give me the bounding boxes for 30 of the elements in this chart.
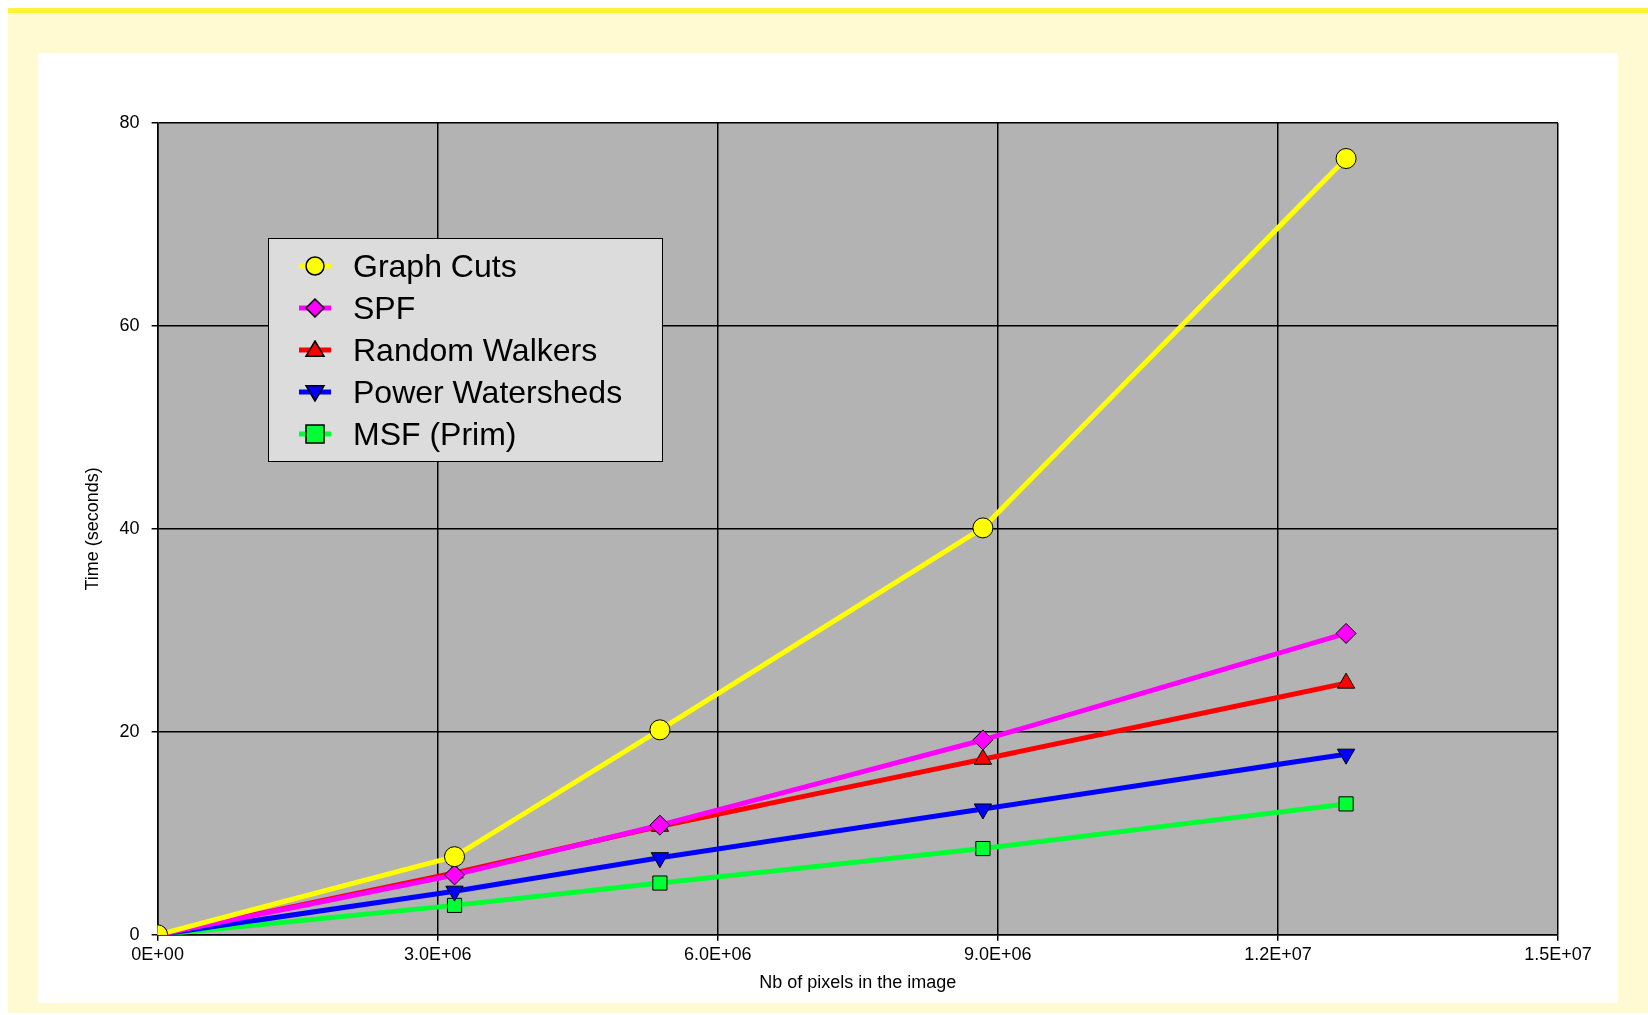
x-tick-label: 6.0E+06 bbox=[683, 943, 752, 964]
point bbox=[975, 840, 991, 857]
point bbox=[444, 864, 465, 886]
legend-label: Power Watersheds bbox=[353, 373, 623, 412]
legend-label: SPF bbox=[353, 289, 416, 328]
point bbox=[972, 517, 994, 539]
point bbox=[446, 897, 463, 913]
y-axis-title: Time (seconds) bbox=[81, 467, 102, 591]
y-tick-label: 60 bbox=[119, 314, 140, 335]
point bbox=[652, 875, 668, 891]
x-tick-label: 9.0E+06 bbox=[964, 943, 1032, 964]
legend-label: Random Walkers bbox=[353, 331, 598, 370]
y-tick-label: 40 bbox=[119, 517, 140, 538]
point bbox=[1335, 148, 1357, 170]
x-tick-label: 1.2E+07 bbox=[1244, 943, 1312, 964]
point bbox=[649, 719, 671, 741]
point bbox=[972, 729, 994, 751]
x-tick-label: 0E+00 bbox=[131, 943, 184, 964]
point bbox=[1335, 622, 1357, 644]
point bbox=[444, 846, 465, 868]
x-tick-label: 1.5E+07 bbox=[1524, 943, 1592, 964]
y-tick-label: 0 bbox=[129, 923, 140, 944]
x-tick-label: 3.0E+06 bbox=[403, 943, 472, 964]
x-axis-title: Nb of pixels in the image bbox=[759, 972, 957, 993]
point bbox=[649, 814, 671, 836]
y-tick-label: 80 bbox=[119, 111, 140, 132]
legend-label: MSF (Prim) bbox=[353, 415, 517, 454]
y-tick-label: 20 bbox=[119, 720, 140, 741]
point bbox=[1338, 796, 1354, 812]
legend-label: Graph Cuts bbox=[353, 247, 517, 286]
